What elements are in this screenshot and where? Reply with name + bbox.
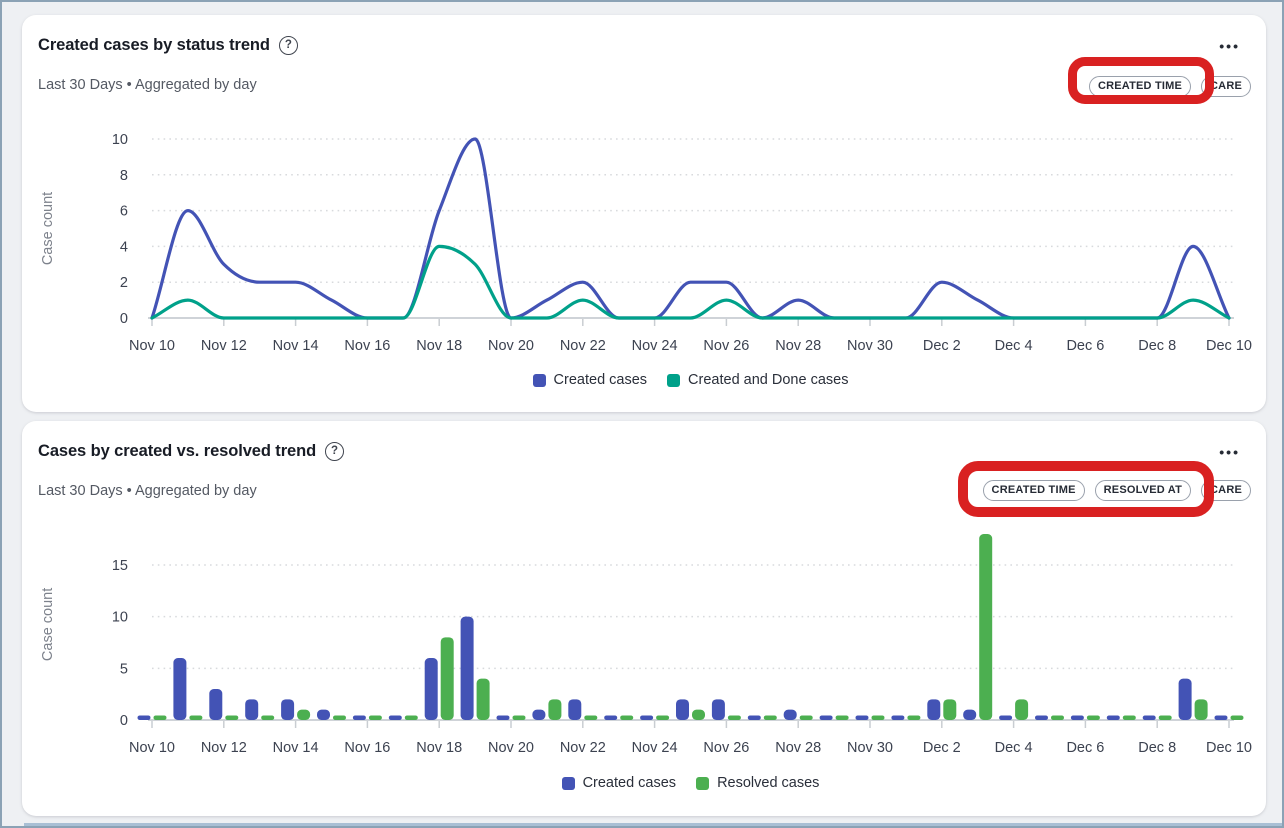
svg-text:Nov 26: Nov 26 <box>703 338 749 354</box>
svg-text:Case count: Case count <box>40 192 56 265</box>
svg-text:Nov 24: Nov 24 <box>632 740 678 756</box>
svg-text:Nov 22: Nov 22 <box>560 338 606 354</box>
svg-text:0: 0 <box>120 311 128 327</box>
svg-text:Dec 4: Dec 4 <box>995 740 1033 756</box>
svg-text:Dec 6: Dec 6 <box>1066 338 1104 354</box>
svg-text:Nov 12: Nov 12 <box>201 740 247 756</box>
chart-legend: Created cases Created and Done cases <box>152 372 1229 388</box>
svg-text:Dec 2: Dec 2 <box>923 338 961 354</box>
svg-text:Nov 16: Nov 16 <box>344 338 390 354</box>
legend-label: Created and Done cases <box>688 372 849 388</box>
field-chips-row: CREATED TIME RESOLVED AT CARE <box>982 480 1251 501</box>
legend-swatch <box>561 776 575 790</box>
legend-label: Created cases <box>582 775 677 791</box>
svg-text:Dec 10: Dec 10 <box>1206 338 1252 354</box>
bottom-panel-edge <box>24 823 1282 826</box>
help-icon[interactable]: ? <box>278 36 298 55</box>
svg-text:Nov 20: Nov 20 <box>488 338 534 354</box>
svg-text:Nov 20: Nov 20 <box>488 740 534 756</box>
svg-text:Nov 24: Nov 24 <box>632 338 678 354</box>
svg-text:Nov 12: Nov 12 <box>201 338 247 354</box>
svg-text:Nov 30: Nov 30 <box>847 740 893 756</box>
svg-text:Dec 10: Dec 10 <box>1206 740 1252 756</box>
svg-text:Nov 10: Nov 10 <box>129 338 175 354</box>
ellipsis-menu-icon[interactable]: ••• <box>1219 444 1240 460</box>
chip-care[interactable]: CARE <box>1201 480 1251 501</box>
card-title: Cases by created vs. resolved trend <box>38 442 317 460</box>
svg-text:8: 8 <box>120 168 128 184</box>
svg-text:Nov 18: Nov 18 <box>416 338 462 354</box>
svg-text:10: 10 <box>112 132 128 148</box>
chip-care[interactable]: CARE <box>1201 76 1251 97</box>
legend-item[interactable]: Created and Done cases <box>667 372 848 388</box>
svg-text:0: 0 <box>120 713 128 729</box>
legend-item[interactable]: Created cases <box>532 372 648 388</box>
svg-text:2: 2 <box>120 275 128 291</box>
svg-text:Dec 2: Dec 2 <box>923 740 961 756</box>
legend-item[interactable]: Resolved cases <box>696 775 819 791</box>
legend-swatch <box>667 373 681 387</box>
svg-text:Nov 14: Nov 14 <box>273 338 319 354</box>
svg-text:Case count: Case count <box>40 588 56 661</box>
bar-chart: 0 5 10 15 Nov 10 Nov 12 Nov 14 Nov 16 Nov 18 Nov … <box>40 534 1252 756</box>
svg-text:15: 15 <box>112 558 128 574</box>
chip-created-time[interactable]: CREATED TIME <box>982 480 1085 501</box>
svg-text:Dec 6: Dec 6 <box>1066 740 1104 756</box>
svg-text:Nov 18: Nov 18 <box>416 740 462 756</box>
legend-swatch <box>532 373 546 387</box>
svg-text:10: 10 <box>112 610 128 626</box>
svg-text:5: 5 <box>120 661 128 677</box>
legend-item[interactable]: Created cases <box>561 775 677 791</box>
legend-label: Resolved cases <box>717 775 820 791</box>
ellipsis-menu-icon[interactable]: ••• <box>1219 38 1240 54</box>
card-subtitle: Last 30 Days • Aggregated by day <box>38 77 257 93</box>
svg-text:Nov 22: Nov 22 <box>560 740 606 756</box>
svg-text:Nov 26: Nov 26 <box>703 740 749 756</box>
chart-legend: Created cases Resolved cases <box>152 775 1229 791</box>
field-chips-row: CREATED TIME CARE <box>1088 76 1251 97</box>
line-chart: 0 2 4 6 8 10 Nov 10 Nov 12 Nov 14 Nov 16 Nov 18 Nov… <box>40 132 1252 354</box>
svg-text:Nov 28: Nov 28 <box>775 740 821 756</box>
svg-text:Nov 30: Nov 30 <box>847 338 893 354</box>
svg-text:6: 6 <box>120 204 128 220</box>
svg-text:Nov 14: Nov 14 <box>273 740 319 756</box>
legend-label: Created cases <box>553 372 648 388</box>
card-created-cases-by-status-trend: Created cases by status trend ? Last 30 … <box>22 15 1266 412</box>
card-cases-by-created-vs-resolved-trend: Cases by created vs. resolved trend ? La… <box>22 421 1266 816</box>
svg-text:Nov 28: Nov 28 <box>775 338 821 354</box>
svg-text:Dec 8: Dec 8 <box>1138 338 1176 354</box>
svg-text:4: 4 <box>120 239 128 255</box>
svg-text:Nov 10: Nov 10 <box>129 740 175 756</box>
card-title: Created cases by status trend <box>38 36 270 54</box>
chip-resolved-at[interactable]: RESOLVED AT <box>1094 480 1192 501</box>
card-subtitle: Last 30 Days • Aggregated by day <box>38 483 257 499</box>
legend-swatch <box>696 776 710 790</box>
svg-text:Dec 8: Dec 8 <box>1138 740 1176 756</box>
chip-created-time[interactable]: CREATED TIME <box>1088 76 1192 97</box>
help-icon[interactable]: ? <box>325 442 345 461</box>
svg-text:Nov 16: Nov 16 <box>344 740 390 756</box>
svg-text:Dec 4: Dec 4 <box>995 338 1033 354</box>
